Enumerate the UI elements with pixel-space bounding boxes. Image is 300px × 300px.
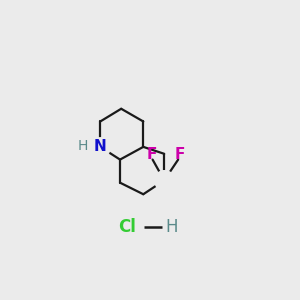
Text: H: H [165,218,178,236]
Text: H: H [78,139,88,153]
Text: F: F [146,147,157,162]
Text: N: N [94,140,107,154]
Text: Cl: Cl [118,218,136,236]
Text: F: F [174,147,184,162]
